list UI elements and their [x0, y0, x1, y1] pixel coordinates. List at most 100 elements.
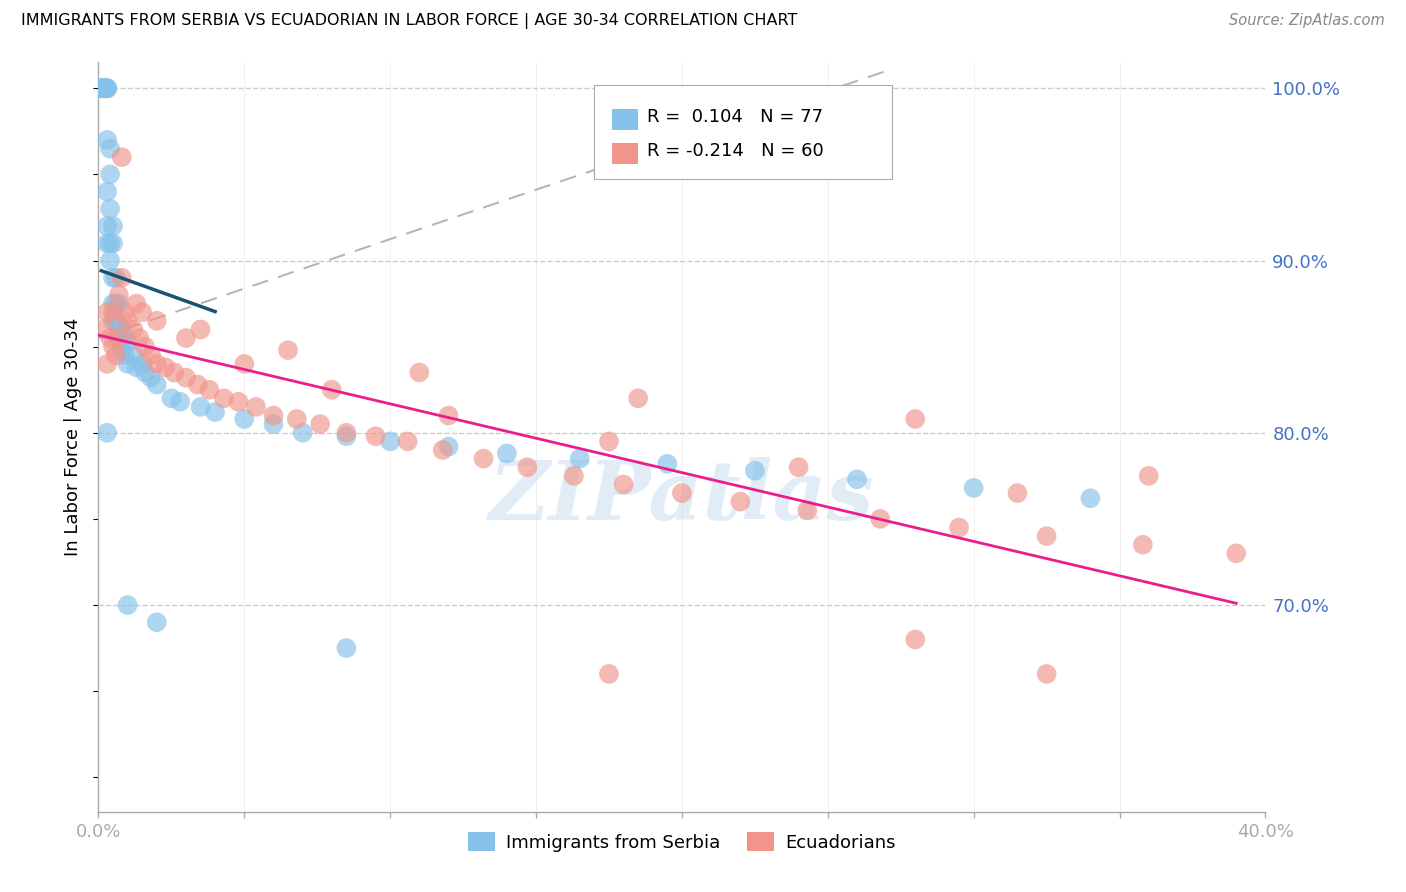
Point: [562, 468, 585, 483]
Text: Source: ZipAtlas.com: Source: ZipAtlas.com: [1229, 13, 1385, 29]
Point: [437, 440, 460, 454]
Point: [869, 512, 891, 526]
Point: [309, 417, 332, 432]
Point: [117, 336, 139, 351]
Point: [744, 464, 766, 478]
Point: [96, 219, 118, 233]
Point: [131, 305, 153, 319]
FancyBboxPatch shape: [595, 85, 891, 178]
Point: [627, 392, 650, 406]
Point: [104, 314, 127, 328]
Point: [93, 81, 115, 95]
Point: [187, 377, 209, 392]
Point: [93, 81, 115, 95]
Point: [1035, 529, 1057, 543]
Point: [117, 598, 139, 612]
Point: [262, 409, 284, 423]
Point: [96, 236, 118, 251]
Point: [671, 486, 693, 500]
Point: [321, 383, 343, 397]
Point: [1132, 538, 1154, 552]
Point: [93, 322, 115, 336]
Point: [125, 296, 148, 310]
Point: [134, 366, 156, 380]
Point: [146, 377, 169, 392]
Point: [93, 81, 115, 95]
Point: [101, 314, 124, 328]
Point: [139, 370, 162, 384]
Point: [98, 236, 121, 251]
Point: [108, 296, 131, 310]
Point: [111, 270, 134, 285]
Point: [335, 641, 357, 656]
Legend: Immigrants from Serbia, Ecuadorians: Immigrants from Serbia, Ecuadorians: [461, 825, 903, 859]
Point: [228, 394, 250, 409]
Point: [1225, 546, 1247, 560]
Point: [96, 81, 118, 95]
Point: [114, 305, 136, 319]
Point: [108, 331, 131, 345]
Text: ZIPatlas: ZIPatlas: [489, 457, 875, 537]
Point: [111, 150, 134, 164]
Point: [146, 357, 169, 371]
Point: [472, 451, 495, 466]
Point: [96, 81, 118, 95]
Point: [146, 314, 169, 328]
Point: [335, 425, 357, 440]
Point: [101, 296, 124, 310]
Point: [155, 360, 177, 375]
Point: [96, 357, 118, 371]
Point: [212, 392, 235, 406]
Point: [437, 409, 460, 423]
Point: [98, 253, 121, 268]
Point: [108, 288, 131, 302]
Point: [335, 429, 357, 443]
Point: [277, 343, 299, 357]
Point: [962, 481, 984, 495]
Point: [90, 81, 112, 95]
Bar: [612, 143, 637, 163]
Point: [139, 348, 162, 362]
Point: [96, 133, 118, 147]
Point: [122, 322, 145, 336]
Point: [568, 451, 591, 466]
Point: [131, 357, 153, 371]
Point: [904, 632, 927, 647]
Text: IMMIGRANTS FROM SERBIA VS ECUADORIAN IN LABOR FORCE | AGE 30-34 CORRELATION CHAR: IMMIGRANTS FROM SERBIA VS ECUADORIAN IN …: [21, 13, 797, 29]
Point: [380, 434, 402, 449]
Point: [98, 168, 121, 182]
Bar: [612, 109, 637, 130]
Point: [146, 615, 169, 630]
Point: [98, 331, 121, 345]
Point: [190, 322, 212, 336]
Point: [90, 81, 112, 95]
Point: [364, 429, 387, 443]
Point: [98, 202, 121, 216]
Point: [904, 412, 927, 426]
Point: [93, 81, 115, 95]
Point: [108, 331, 131, 345]
Point: [291, 425, 314, 440]
Point: [104, 296, 127, 310]
Point: [432, 442, 454, 457]
Point: [198, 383, 221, 397]
Point: [1007, 486, 1029, 500]
Point: [245, 400, 267, 414]
Point: [163, 366, 186, 380]
Point: [134, 340, 156, 354]
Point: [101, 270, 124, 285]
Point: [262, 417, 284, 432]
Point: [111, 322, 134, 336]
Point: [104, 348, 127, 362]
Point: [169, 394, 191, 409]
Point: [174, 370, 197, 384]
Point: [612, 477, 634, 491]
Point: [104, 270, 127, 285]
Point: [111, 343, 134, 357]
Point: [93, 81, 115, 95]
Point: [1137, 468, 1160, 483]
Point: [598, 667, 620, 681]
Point: [101, 236, 124, 251]
Y-axis label: In Labor Force | Age 30-34: In Labor Force | Age 30-34: [65, 318, 83, 557]
Point: [233, 412, 256, 426]
